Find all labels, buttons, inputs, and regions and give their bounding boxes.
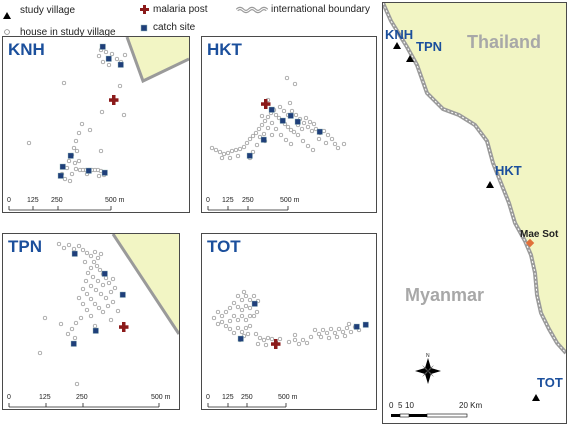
overview-map: Thailand Myanmar KNH TPN HKT TOT Mae Sot… — [382, 2, 567, 424]
overview-label-tpn: TPN — [416, 39, 442, 54]
study-village-icon — [3, 12, 11, 19]
knh-boundary — [125, 37, 189, 84]
tot-scale-0: 0 — [206, 394, 210, 401]
knh-map — [8, 37, 189, 211]
hkt-scale-250: 250 — [242, 197, 254, 204]
hkt-scale-500: 500 m — [280, 197, 300, 204]
tot-houses — [211, 289, 362, 348]
panel-tpn: TPN 0 125 250 500 m — [2, 233, 180, 410]
knh-malaria-post-icon — [109, 95, 119, 105]
tot-scale-500: 500 m — [278, 394, 298, 401]
panel-title-hkt: HKT — [207, 40, 242, 59]
compass-icon — [415, 358, 441, 384]
hkt-malaria-post-icon — [261, 99, 271, 109]
panel-title-tpn: TPN — [8, 237, 42, 256]
tpn-houses — [37, 241, 125, 387]
knh-scale-0: 0 — [7, 197, 11, 204]
tpn-catch-sites — [70, 250, 126, 347]
knh-scale-125: 125 — [27, 197, 39, 204]
knh-catch-sites — [57, 43, 124, 179]
malaria-post-icon — [140, 5, 149, 14]
overview-scale-5: 5 — [398, 401, 403, 410]
panel-title-tot: TOT — [207, 237, 241, 256]
overview-tot-marker — [532, 394, 540, 401]
knh-scale-bar — [8, 206, 112, 211]
panel-hkt: HKT 0 125 250 500 m — [201, 36, 377, 213]
house-icon — [4, 29, 10, 35]
tot-scale-bar — [207, 403, 287, 408]
overview-scale-20: 20 Km — [459, 401, 483, 410]
label-myanmar: Myanmar — [405, 285, 485, 305]
label-mae-sot: Mae Sot — [520, 229, 559, 240]
overview-scale-0: 0 — [389, 401, 394, 410]
catch-site-icon — [140, 24, 148, 32]
tpn-scale-500: 500 m — [151, 394, 171, 401]
tot-malaria-post-icon — [271, 339, 281, 349]
overview-scale-10: 10 — [405, 401, 414, 410]
hkt-scale-125: 125 — [222, 197, 234, 204]
tot-catch-sites — [237, 300, 369, 342]
tot-scale-250: 250 — [241, 394, 253, 401]
knh-thailand-area — [127, 37, 189, 81]
overview-map-canvas — [383, 3, 566, 418]
hkt-houses — [209, 75, 347, 161]
legend-malaria-post: malaria post — [153, 4, 208, 15]
tpn-scale-bar — [8, 403, 160, 408]
legend-symbols — [3, 5, 269, 35]
overview-label-knh: KNH — [385, 27, 414, 42]
legend-house: house in study village — [20, 27, 116, 38]
tpn-scale-250: 250 — [76, 394, 88, 401]
overview-thailand-area — [383, 3, 566, 353]
overview-tpn-marker — [406, 55, 414, 62]
label-thailand: Thailand — [467, 32, 542, 52]
legend-international-boundary: international boundary — [271, 4, 370, 15]
hkt-catch-sites — [246, 106, 323, 159]
tpn-scale-125: 125 — [39, 394, 51, 401]
tpn-map — [8, 234, 179, 408]
overview-knh-marker — [393, 42, 401, 49]
compass-north-label: N — [426, 353, 430, 359]
tot-map — [207, 289, 369, 408]
panel-tot: TOT 0 125 250 500 m — [201, 233, 377, 410]
hkt-map — [207, 75, 347, 211]
panel-knh: KNH 0 125 250 500 m — [2, 36, 190, 213]
knh-scale-250: 250 — [51, 197, 63, 204]
overview-label-hkt: HKT — [495, 163, 522, 178]
hkt-scale-bar — [207, 206, 289, 211]
knh-houses — [26, 47, 128, 184]
hkt-scale-0: 0 — [206, 197, 210, 204]
panel-title-knh: KNH — [8, 40, 45, 59]
tot-scale-125: 125 — [222, 394, 234, 401]
tpn-malaria-post-icon — [119, 322, 129, 332]
knh-scale-500: 500 m — [105, 197, 125, 204]
legend-study-village: study village — [20, 5, 76, 16]
tpn-scale-0: 0 — [7, 394, 11, 401]
overview-scale-bar — [391, 413, 468, 418]
tpn-boundary — [111, 234, 179, 335]
legend-catch-site: catch site — [153, 22, 196, 33]
overview-label-tot: TOT — [537, 375, 563, 390]
overview-hkt-marker — [486, 181, 494, 188]
